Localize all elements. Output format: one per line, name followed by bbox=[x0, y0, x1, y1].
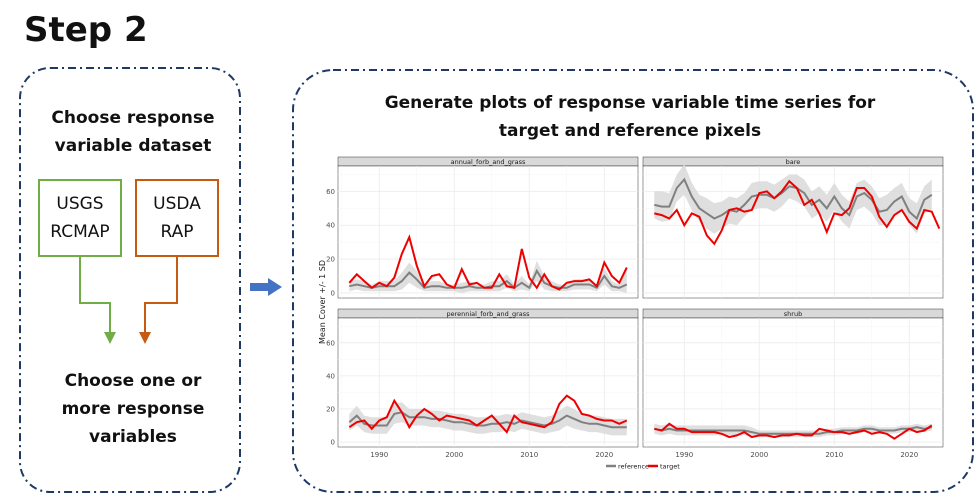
left-heading-line1: Choose response bbox=[51, 108, 215, 128]
usgs-label: USGS bbox=[56, 194, 104, 214]
panel-title: bare bbox=[786, 158, 801, 166]
y-tick-label: 60 bbox=[326, 188, 335, 196]
legend-target-label: target bbox=[660, 463, 680, 471]
panel-perennial-forb-and-grass: perennial_forb_and_grass 0 20 40 60 1990 2000 2… bbox=[326, 308, 639, 459]
y-tick-label: 0 bbox=[331, 289, 335, 297]
target-line bbox=[348, 234, 628, 291]
left-panel-border bbox=[19, 67, 241, 493]
panel-title: annual_forb_and_grass bbox=[451, 158, 526, 166]
reference-line bbox=[654, 177, 933, 221]
panel-annual-forb-and-grass: annual_forb_and_grass 0 20 40 60 bbox=[326, 156, 639, 299]
rcmap-label: RCMAP bbox=[50, 222, 110, 242]
step-title: Step 2 bbox=[24, 10, 148, 50]
x-tick-label: 2000 bbox=[750, 451, 768, 459]
x-tick-label: 1990 bbox=[675, 451, 693, 459]
right-heading-line1: Generate plots of response variable time… bbox=[384, 93, 876, 113]
plot-area bbox=[337, 165, 639, 299]
x-tick-label: 2020 bbox=[595, 451, 613, 459]
x-tick-label: 2000 bbox=[445, 451, 463, 459]
usgs-connector-arrow bbox=[79, 257, 116, 344]
x-tick-label: 2010 bbox=[520, 451, 538, 459]
x-tick-label: 2020 bbox=[900, 451, 918, 459]
left-panel-footer: Choose one or more response variables bbox=[28, 367, 238, 451]
rap-label: RAP bbox=[160, 222, 194, 242]
y-axis-label: Mean Cover +/- 1 SD bbox=[318, 260, 327, 344]
left-heading-line2: variable dataset bbox=[54, 136, 212, 156]
right-heading-line2: target and reference pixels bbox=[498, 121, 762, 141]
usda-label: USDA bbox=[153, 194, 201, 214]
right-panel-heading: Generate plots of response variable time… bbox=[330, 89, 930, 145]
sd-band bbox=[654, 164, 932, 234]
x-tick-label: 1990 bbox=[370, 451, 388, 459]
y-tick-label: 20 bbox=[326, 405, 335, 413]
panel-title: shrub bbox=[784, 310, 802, 318]
usda-rap-box: USDA RAP bbox=[135, 179, 219, 257]
target-line bbox=[654, 422, 933, 440]
sd-band bbox=[349, 260, 627, 293]
y-tick-label: 40 bbox=[326, 372, 335, 380]
y-tick-label: 20 bbox=[326, 256, 335, 264]
flow-arrow-icon bbox=[250, 278, 282, 296]
left-footer-line1: Choose one or bbox=[64, 371, 202, 391]
target-line bbox=[654, 179, 941, 246]
legend: reference target bbox=[606, 463, 680, 471]
panel-bare: bare bbox=[642, 156, 944, 299]
usda-connector-arrow bbox=[139, 257, 178, 344]
x-tick-label: 2010 bbox=[825, 451, 843, 459]
right-panel-border bbox=[292, 69, 974, 493]
panel-title: perennial_forb_and_grass bbox=[446, 310, 530, 318]
reference-line bbox=[348, 411, 627, 429]
y-tick-label: 0 bbox=[331, 439, 335, 447]
left-footer-line2: more response bbox=[61, 399, 205, 419]
target-line bbox=[348, 394, 628, 434]
y-tick-label: 40 bbox=[326, 222, 335, 230]
usgs-rcmap-box: USGS RCMAP bbox=[38, 179, 122, 257]
left-footer-line3: variables bbox=[89, 427, 177, 447]
y-tick-label: 60 bbox=[326, 339, 335, 347]
legend-reference-label: reference bbox=[618, 463, 649, 471]
left-panel-heading: Choose response variable dataset bbox=[28, 104, 238, 160]
panel-shrub: shrub 1990 2000 2010 2020 bbox=[642, 308, 944, 459]
